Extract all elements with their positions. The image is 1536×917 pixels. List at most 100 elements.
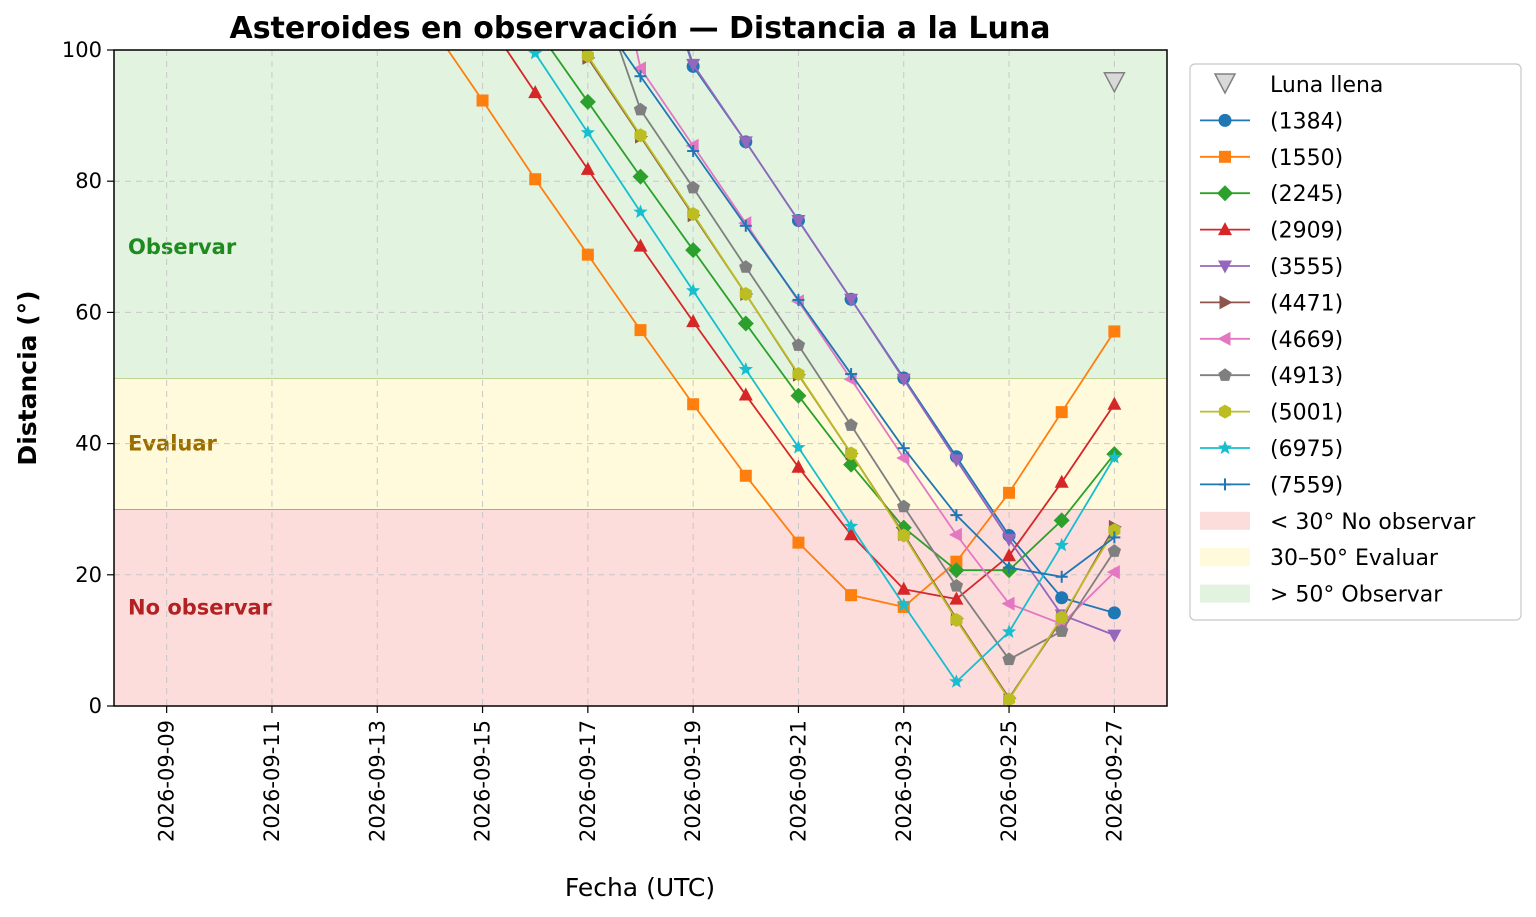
x-axis: 2026-09-09 2026-09-11 2026-09-13 2026-09-15… xyxy=(155,706,1126,842)
point-7-5 xyxy=(686,180,700,194)
point-10-12 xyxy=(1055,570,1068,583)
legend-marker-4 xyxy=(1218,260,1232,274)
legend-label-7: (4913) xyxy=(1270,364,1343,389)
series-line-1 xyxy=(446,50,1116,608)
plot-frame xyxy=(113,49,1168,707)
point-9-7 xyxy=(791,440,806,454)
point-10-6 xyxy=(739,219,752,232)
series-4 xyxy=(686,50,1122,643)
x-tick-label-1: 2026-09-11 xyxy=(260,720,284,842)
series-10 xyxy=(582,0,1121,583)
point-3-8 xyxy=(844,527,859,541)
full-moon-layer xyxy=(1103,72,1126,94)
point-1-8 xyxy=(845,589,858,602)
x-tick-label-3: 2026-09-15 xyxy=(471,720,495,842)
point-6-4 xyxy=(633,61,646,76)
legend-label-9: (6975) xyxy=(1270,437,1343,462)
series-line-7 xyxy=(618,50,1116,661)
point-2-3 xyxy=(579,93,596,110)
point-1-11 xyxy=(1003,486,1016,499)
point-1-13 xyxy=(1108,325,1121,338)
point-3-6 xyxy=(738,387,753,401)
x-tick-label-9: 2026-09-27 xyxy=(1102,720,1126,842)
legend: Luna llena (1384) (1550) (2245) (2909) (3555)… xyxy=(1189,63,1522,621)
point-3-10 xyxy=(949,591,964,605)
point-10-8 xyxy=(845,368,858,381)
point-6-11 xyxy=(1001,596,1015,611)
point-0-12 xyxy=(1055,591,1069,605)
legend-marker-5 xyxy=(1219,295,1233,310)
point-3-11 xyxy=(1002,548,1017,562)
point-3-4 xyxy=(633,238,648,252)
point-8-8 xyxy=(845,446,858,461)
point-9-12 xyxy=(1054,537,1069,552)
point-1-5 xyxy=(687,398,700,411)
y-axis-label: Distancia (°) xyxy=(13,290,42,465)
legend-label-2: (2245) xyxy=(1270,182,1343,207)
point-9-2 xyxy=(528,50,543,60)
legend-band-swatch-1 xyxy=(1200,548,1250,567)
point-10-7 xyxy=(792,293,805,306)
x-tick-label-8: 2026-09-25 xyxy=(997,720,1021,842)
legend-marker-9 xyxy=(1217,440,1233,455)
point-1-12 xyxy=(1055,406,1068,419)
point-2-7 xyxy=(790,387,807,404)
legend-label-3: (2909) xyxy=(1270,219,1343,244)
point-9-13 xyxy=(1107,449,1122,464)
legend-band-label-1: 30–50° Evaluar xyxy=(1270,546,1439,571)
point-3-12 xyxy=(1054,474,1069,488)
legend-band-swatch-2 xyxy=(1200,584,1250,603)
point-2-12 xyxy=(1053,512,1070,529)
point-8-6 xyxy=(739,287,752,302)
point-7-13 xyxy=(1107,544,1122,557)
series-line-8 xyxy=(582,50,1116,702)
legend-label-5: (4471) xyxy=(1270,291,1343,316)
point-1-7 xyxy=(792,536,805,549)
y-axis: 0 20 40 60 80 100 xyxy=(62,38,114,718)
point-2-10 xyxy=(948,562,965,579)
x-tick-label-0: 2026-09-09 xyxy=(155,720,179,842)
point-7-12 xyxy=(1055,624,1069,637)
legend-label-6: (4669) xyxy=(1270,328,1343,353)
point-3-2 xyxy=(528,85,543,99)
point-8-7 xyxy=(792,367,805,382)
x-tick-label-6: 2026-09-21 xyxy=(786,720,810,842)
legend-marker-8 xyxy=(1218,404,1232,419)
point-10-5 xyxy=(687,145,700,158)
point-3-13 xyxy=(1107,396,1122,410)
point-8-10 xyxy=(950,613,963,628)
point-0-13 xyxy=(1107,606,1121,620)
point-1-4 xyxy=(634,324,647,337)
x-tick-label-5: 2026-09-19 xyxy=(681,720,705,842)
point-10-4 xyxy=(634,70,647,83)
point-8-5 xyxy=(687,207,700,221)
legend-marker-0 xyxy=(1218,113,1232,127)
y-tick-label-2: 40 xyxy=(75,432,102,456)
point-1-6 xyxy=(739,469,752,482)
point-10-3 xyxy=(582,0,594,7)
legend-label-1: (1550) xyxy=(1270,146,1343,171)
y-tick-label-1: 20 xyxy=(75,563,102,587)
x-tick-label-2: 2026-09-13 xyxy=(365,720,389,842)
point-1-10 xyxy=(950,555,963,568)
series-line-9 xyxy=(531,50,1116,684)
point-3-3 xyxy=(580,161,595,175)
point-4-11 xyxy=(1002,533,1017,547)
band-label-2: Observar xyxy=(128,235,237,259)
point-9-5 xyxy=(686,283,701,297)
point-9-11 xyxy=(1001,624,1017,638)
point-7-9 xyxy=(897,499,911,513)
point-6-10 xyxy=(948,527,962,542)
x-axis-label: Fecha (UTC) xyxy=(565,873,715,902)
point-8-12 xyxy=(1055,610,1068,625)
legend-marker-3 xyxy=(1218,222,1232,236)
series-8 xyxy=(581,50,1121,706)
legend-label-0: (1384) xyxy=(1270,109,1343,134)
point-7-7 xyxy=(791,338,806,351)
point-2-5 xyxy=(685,242,702,259)
point-10-13 xyxy=(1108,531,1121,544)
point-7-4 xyxy=(633,102,648,116)
legend-marker-2 xyxy=(1217,185,1233,202)
point-3-7 xyxy=(791,459,806,473)
point-4-6 xyxy=(738,136,753,150)
